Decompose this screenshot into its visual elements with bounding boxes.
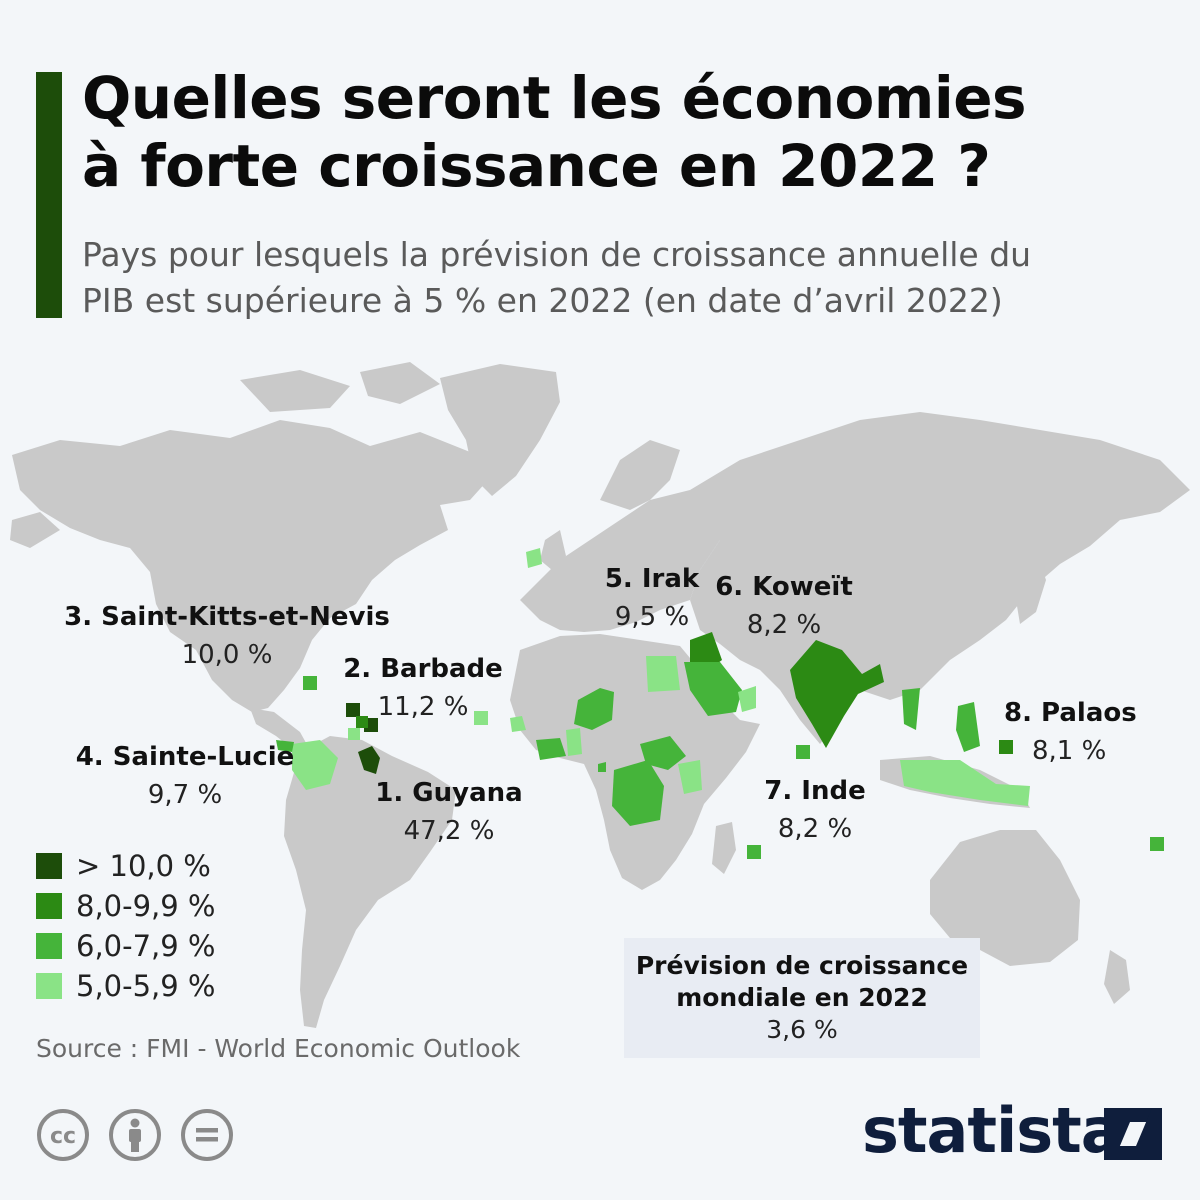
land-arctic-islands [240, 362, 440, 412]
country-indonesia [900, 760, 1030, 806]
source-note: Source : FMI - World Economic Outlook [36, 1034, 521, 1063]
callout-value: 9,5 % [614, 602, 690, 632]
legend-item: 6,0-7,9 % [36, 926, 215, 966]
land-central-america [250, 708, 310, 752]
country-saudi-arabia [684, 662, 742, 716]
legend-swatch [36, 973, 62, 999]
land-uk [540, 530, 566, 570]
world-growth-box: Prévision de croissance mondiale en 2022… [624, 938, 980, 1058]
country-egypt [646, 656, 680, 692]
country-palaos [999, 740, 1013, 754]
callout-value: 11,2 % [377, 692, 469, 722]
legend-item: 8,0-9,9 % [36, 886, 215, 926]
statista-logo-text[interactable]: statista [862, 1094, 1123, 1167]
land-greenland [440, 364, 560, 496]
callout-name: 2. Barbade [343, 654, 503, 684]
country-vietnam [902, 688, 920, 730]
callout-name: 7. Inde [764, 776, 866, 806]
subtitle: Pays pour lesquels la prévision de crois… [82, 232, 1172, 324]
country-maldives [796, 745, 810, 759]
country-india [790, 640, 884, 748]
callout-value: 10,0 % [181, 640, 273, 670]
callout-value: 8,2 % [777, 814, 853, 844]
creative-commons-icon[interactable]: cc [36, 1108, 90, 1162]
callout-inde: 7. Inde 8,2 % [752, 772, 878, 848]
title-line-1: Quelles seront les économies [82, 64, 1027, 132]
land-madagascar [712, 822, 736, 874]
country-dr-congo [612, 760, 664, 826]
legend-label: > 10,0 % [76, 849, 211, 883]
country-ireland [526, 548, 542, 568]
legend-label: 6,0-7,9 % [76, 929, 216, 963]
callout-guyana: 1. Guyana 47,2 % [372, 774, 526, 850]
legend-swatch [36, 853, 62, 879]
callout-name: 3. Saint-Kitts-et-Nevis [64, 602, 390, 632]
attribution-icon[interactable] [108, 1108, 162, 1162]
country-oman [738, 686, 756, 712]
world-growth-value: 3,6 % [766, 1015, 838, 1044]
legend-label: 5,0-5,9 % [76, 969, 216, 1003]
land-scandinavia [600, 440, 680, 510]
country-guyana [358, 746, 380, 774]
land-alaska [10, 512, 60, 548]
callout-saint-kitts: 3. Saint-Kitts-et-Nevis 10,0 % [62, 598, 392, 674]
title-line-2: à forte croissance en 2022 ? [82, 132, 991, 200]
statista-logo-icon [1104, 1108, 1162, 1160]
country-colombia [292, 740, 338, 790]
legend-item: > 10,0 % [36, 846, 215, 886]
subtitle-line-2: PIB est supérieure à 5 % en 2022 (en dat… [82, 281, 1003, 320]
country-caribbean-a [303, 676, 317, 690]
country-philippines [956, 702, 980, 752]
callout-value: 8,1 % [1032, 736, 1107, 766]
country-caribbean-b [348, 728, 360, 740]
callout-value: 9,7 % [147, 780, 223, 810]
highlighted-countries [276, 548, 1164, 859]
callout-name: 5. Irak [604, 564, 700, 594]
world-growth-title-2: mondiale en 2022 [676, 983, 928, 1012]
callout-value: 47,2 % [403, 816, 495, 846]
country-pacific-island [1150, 837, 1164, 851]
country-west-africa [536, 738, 566, 760]
country-saint-kitts [346, 703, 360, 717]
callout-palaos: 8. Palaos 8,1 % [1000, 694, 1140, 770]
legend-label: 8,0-9,9 % [76, 889, 216, 923]
country-guinea [510, 716, 526, 732]
land-new-zealand [1104, 950, 1130, 1004]
legend-item: 5,0-5,9 % [36, 966, 215, 1006]
callout-name: 1. Guyana [375, 778, 523, 808]
callout-name: 8. Palaos [1004, 698, 1137, 728]
callout-name: 6. Koweït [715, 572, 853, 602]
callout-barbade: 2. Barbade 11,2 % [338, 650, 508, 726]
country-rwanda [598, 762, 606, 772]
callout-value: 8,2 % [746, 610, 822, 640]
country-sainte-lucie [356, 716, 368, 728]
legend-swatch [36, 933, 62, 959]
land-japan [1016, 550, 1046, 624]
land-australia [930, 830, 1080, 966]
callout-koweit: 6. Koweït 8,2 % [708, 568, 860, 644]
world-growth-title-1: Prévision de croissance [635, 951, 969, 980]
land-north-america [12, 420, 488, 712]
callout-name: 4. Sainte-Lucie [75, 742, 295, 772]
country-kenya [678, 760, 702, 794]
country-benin-togo [566, 728, 582, 756]
no-derivatives-icon[interactable] [180, 1108, 234, 1162]
accent-bar [36, 72, 62, 318]
callout-irak: 5. Irak 9,5 % [594, 560, 710, 636]
land-south-america [284, 736, 456, 1028]
country-panama [276, 740, 294, 752]
country-niger [574, 688, 614, 730]
legend: > 10,0 % 8,0-9,9 % 6,0-7,9 % 5,0-5,9 % [36, 846, 215, 1006]
land-europe [520, 490, 720, 632]
legend-swatch [36, 893, 62, 919]
country-mauritius [747, 845, 761, 859]
subtitle-line-1: Pays pour lesquels la prévision de crois… [82, 235, 1032, 274]
country-cabo-verde [474, 711, 488, 725]
svg-text:cc: cc [50, 1124, 76, 1149]
country-ethiopia [640, 736, 686, 770]
page-title: Quelles seront les économies à forte cro… [82, 64, 1162, 200]
callout-sainte-lucie: 4. Sainte-Lucie 9,7 % [74, 738, 296, 814]
